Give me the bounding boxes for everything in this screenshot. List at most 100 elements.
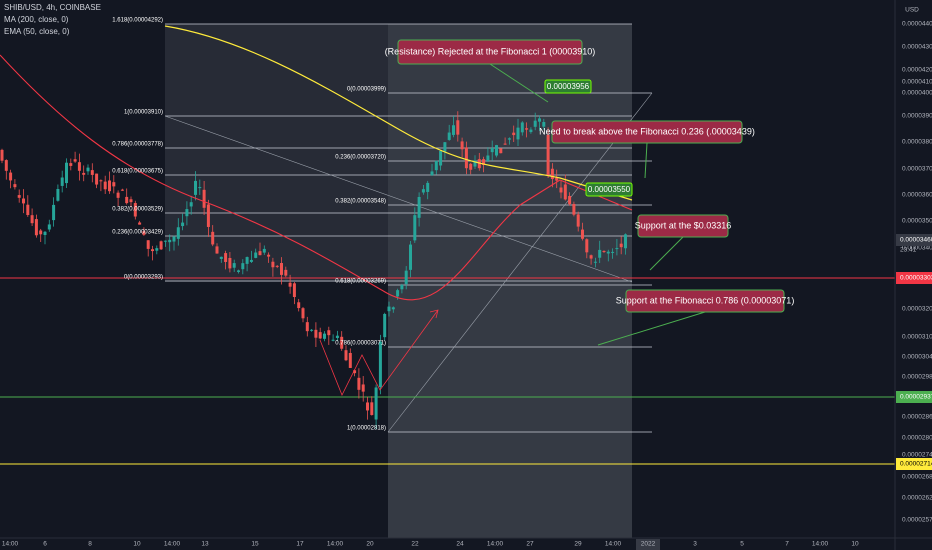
candle-body	[314, 329, 318, 338]
indicator: MA (200, close, 0)	[4, 15, 69, 24]
price-badge	[896, 272, 932, 284]
candle-body	[546, 134, 550, 176]
price-badge-label: 0.00003460	[900, 237, 932, 244]
candle-body	[503, 143, 507, 145]
callout-pointer	[644, 142, 648, 179]
time-label: 13	[201, 541, 209, 548]
candle-body	[477, 159, 481, 169]
time-label: 10	[133, 541, 141, 548]
candle-body	[495, 145, 498, 156]
candle-body	[86, 167, 90, 172]
candle-body	[396, 290, 400, 297]
candle-body	[443, 142, 447, 152]
price-badge	[896, 234, 932, 246]
candle-body	[267, 254, 271, 257]
time-label: 17	[296, 541, 304, 548]
candle-body	[568, 196, 572, 205]
candle-body	[151, 249, 154, 252]
ma200	[164, 25, 633, 201]
time-label: 14:00	[487, 541, 504, 548]
candle-body	[344, 350, 348, 361]
candle-body	[490, 148, 494, 153]
candle-body	[43, 231, 47, 236]
candle-body	[69, 163, 73, 166]
candle-body	[348, 352, 352, 368]
candle-body	[73, 159, 77, 162]
candle-body	[507, 138, 511, 140]
time-label: 7	[785, 541, 789, 548]
candle-body	[331, 339, 335, 341]
candle-body	[232, 263, 236, 268]
time-label: 27	[526, 541, 534, 548]
price-label: 0.00002575	[902, 517, 932, 524]
fib-label: 1.618(0.00004292)	[112, 18, 163, 24]
candle-body	[327, 330, 331, 336]
candle-body	[9, 172, 13, 181]
candle-body	[146, 240, 150, 249]
callout-text: Need to break above the Fibonacci 0.236 …	[539, 126, 755, 136]
candle-body	[271, 261, 275, 268]
candle-body	[202, 189, 206, 208]
date-badge	[636, 539, 660, 550]
price-label: 0.00002625	[902, 495, 932, 502]
fib-label: 0.618(0.00003675)	[112, 169, 163, 175]
candle-body	[413, 215, 417, 241]
candle-body	[120, 189, 124, 191]
time-label: 3	[693, 541, 697, 548]
time-label: 2022	[641, 541, 656, 548]
candle-body	[439, 150, 443, 166]
callout-text: Support at the $0.03316	[635, 220, 732, 230]
time-label: 5	[740, 541, 744, 548]
candle-body	[194, 180, 197, 195]
candle-body	[572, 204, 576, 215]
price-badge-label: 0.00003303	[900, 275, 932, 282]
fib-label: 0.786(0.00003071)	[335, 341, 386, 347]
candle-body	[525, 128, 529, 130]
candle-body	[310, 329, 314, 331]
candle-body	[430, 171, 434, 176]
candle-body	[39, 230, 43, 235]
candle-body	[305, 322, 309, 332]
time-label: 14:00	[605, 541, 622, 548]
time-label: 24	[456, 541, 464, 548]
candle-body	[404, 270, 408, 285]
candle-body	[374, 387, 378, 420]
candle-body	[559, 187, 563, 193]
candle-body	[421, 189, 425, 193]
candle-body	[206, 204, 210, 227]
arrow	[319, 309, 439, 396]
candle-body	[116, 192, 120, 198]
candle-body	[387, 306, 391, 312]
candle-body	[95, 173, 99, 185]
candle-body	[181, 222, 185, 227]
time-label: 14:00	[812, 541, 829, 548]
time-label: 10	[851, 541, 859, 548]
candle-body	[22, 198, 25, 204]
candle-body	[237, 270, 240, 272]
candle-body	[254, 252, 258, 258]
candle-body	[473, 160, 477, 167]
fib-zone-left	[165, 24, 388, 282]
candle-body	[30, 215, 34, 224]
currency: USD	[905, 7, 919, 14]
candle-body	[292, 283, 296, 298]
candle-body	[576, 214, 580, 227]
candle-body	[288, 282, 292, 287]
callout-pointer	[649, 236, 684, 271]
candle-body	[275, 265, 279, 267]
candle-body	[176, 227, 180, 239]
candle-body	[469, 163, 473, 170]
fib-label: 0.382(0.00003548)	[335, 199, 386, 205]
trend-line	[387, 92, 653, 433]
candle-body	[241, 263, 245, 270]
fib-label: 1(0.00003910)	[124, 110, 163, 116]
candle-body	[198, 187, 202, 189]
